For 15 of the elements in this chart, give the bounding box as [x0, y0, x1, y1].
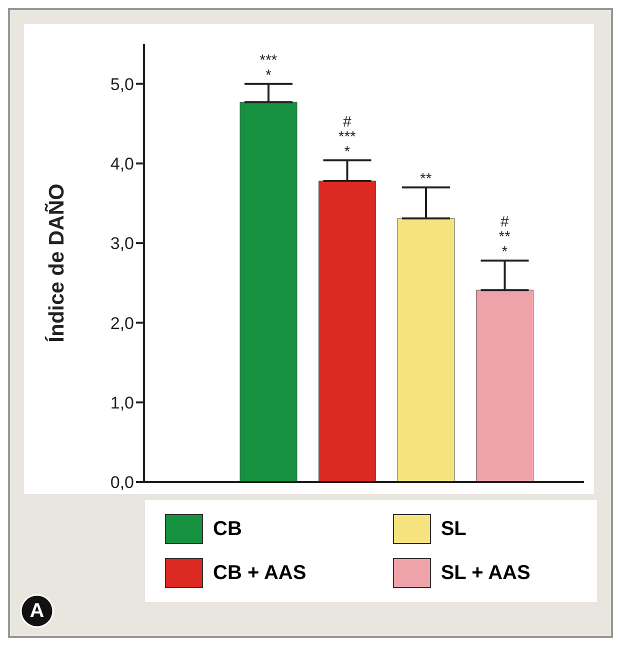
y-tick-label: 4,0: [110, 154, 134, 174]
legend-label: CB + AAS: [213, 562, 306, 584]
legend-label: SL + AAS: [440, 562, 530, 584]
annotation: # *** *: [338, 113, 356, 160]
annotation: *** *: [260, 52, 278, 84]
legend-label: CB: [213, 518, 242, 540]
y-axis-title: Índice de DAÑO: [44, 184, 68, 342]
annotation: **: [420, 170, 432, 188]
annotation: # ** *: [498, 214, 511, 261]
y-tick-label: 0,0: [110, 473, 134, 492]
y-tick-label: 3,0: [110, 234, 134, 254]
y-tick-label: 1,0: [110, 393, 134, 412]
y-tick-label: 5,0: [110, 74, 134, 94]
legend-label: SL: [440, 518, 466, 540]
y-tick-label: 2,0: [110, 314, 134, 333]
